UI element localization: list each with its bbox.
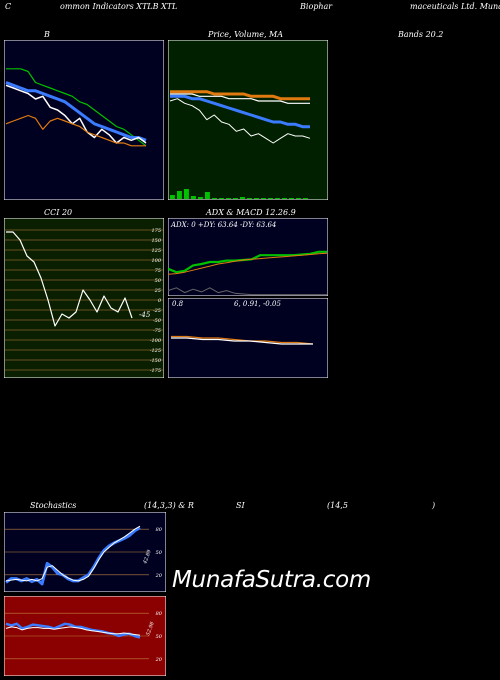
- macd-series-1: [171, 335, 314, 345]
- adx-panel: ADX: 0 +DY: 63.64 -DY: 63.64: [168, 218, 328, 296]
- cci-tick-label: 50: [155, 278, 162, 284]
- macd-readout-b: 6, 0.91, -0.05: [234, 300, 281, 308]
- price-chart: [168, 40, 328, 200]
- bands-title: Bands 20.2: [398, 30, 444, 39]
- cci-value-label: -45: [139, 311, 151, 319]
- price-panel: [168, 40, 328, 200]
- volume-bar: [191, 196, 196, 199]
- header-part-3: Biophar: [300, 2, 333, 11]
- volume-bar: [184, 189, 189, 199]
- volume-bar: [303, 198, 308, 199]
- volume-bar: [275, 198, 280, 199]
- volume-bar: [219, 198, 224, 199]
- cci-chart: 175 150 125 100 75 50 25 0 -25 -50 -75 -100 -125 -150…: [4, 218, 164, 378]
- cci-tick-label: -50: [153, 318, 162, 324]
- bollinger-chart: [4, 40, 164, 200]
- volume-bar: [247, 198, 252, 199]
- stoch-title-b: (14,3,3) & R: [144, 501, 194, 510]
- cci-line: [6, 231, 133, 327]
- rsi-chart: 80 50 20 52.98: [4, 596, 166, 676]
- header-part-2: ommon Indicators XTLB XTL: [60, 2, 178, 11]
- volume-bar: [177, 191, 182, 199]
- stoch-title-c: SI: [236, 501, 245, 510]
- bollinger-series-1: [6, 68, 147, 147]
- adx-chart: ADX: 0 +DY: 63.64 -DY: 63.64: [168, 218, 328, 296]
- rsi-series-1: [5, 622, 141, 639]
- cci-tick-label: 0: [158, 298, 162, 304]
- adx-series-3: [168, 287, 327, 296]
- adx-title: ADX & MACD 12.26.9: [206, 208, 296, 217]
- cci-tick-label: 150: [151, 238, 161, 244]
- stoch-chart: 80 50 20 42.89: [4, 512, 166, 592]
- header-part-1: C: [5, 2, 12, 11]
- price-series-4: [169, 98, 311, 144]
- cci-tick-label: -25: [153, 308, 161, 314]
- cci-tick-label: 125: [151, 248, 161, 254]
- volume-bar: [289, 198, 294, 199]
- stoch-tick-label: 20: [155, 573, 163, 579]
- volume-bar: [205, 192, 210, 199]
- stoch-series-2: [5, 525, 141, 582]
- bollinger-series-4: [5, 114, 146, 147]
- cci-panel: 175 150 125 100 75 50 25 0 -25 -50 -75 -100 -125 -150…: [4, 218, 164, 378]
- cci-tick-label: 75: [155, 268, 161, 274]
- bollinger-panel: [4, 40, 164, 200]
- cci-tick-label: -100: [150, 338, 162, 344]
- rsi-series-2: [5, 626, 141, 636]
- price-series-1: [170, 90, 310, 101]
- volume-bar: [268, 198, 273, 199]
- macd-readout-a: 0.8: [172, 300, 184, 308]
- macd-chart: 0.8 6, 0.91, -0.05: [168, 298, 328, 378]
- cci-tick-label: 100: [151, 258, 161, 264]
- bollinger-series-3: [5, 84, 147, 144]
- volume-bar: [282, 198, 287, 199]
- volume-bar: [198, 197, 203, 199]
- cci-tick-label: -75: [153, 328, 161, 334]
- cci-tick-label: 175: [151, 228, 161, 234]
- rsi-tick-label: 80: [156, 611, 163, 617]
- volume-bar: [226, 198, 231, 199]
- rsi-tick-label: 50: [156, 634, 163, 640]
- cci-tick-label: -150: [150, 358, 162, 364]
- adx-series-2: [168, 252, 328, 275]
- macd-panel: 0.8 6, 0.91, -0.05: [168, 298, 328, 378]
- stoch-tick-label: 80: [156, 527, 163, 533]
- stoch-title-a: Stochastics: [30, 501, 77, 510]
- watermark: MunafaSutra.com: [172, 567, 371, 593]
- adx-readout: ADX: 0 +DY: 63.64 -DY: 63.64: [170, 221, 276, 229]
- stoch-tick-label: 50: [156, 550, 163, 556]
- rsi-tick-label: 20: [155, 657, 163, 663]
- header-part-4: maceuticals Ltd. Munafa: [410, 2, 500, 11]
- price-series-3: [170, 94, 310, 129]
- volume-bar: [296, 198, 301, 199]
- stoch-title-d: (14,5: [327, 501, 348, 510]
- stoch-value-label: 42.89: [142, 548, 153, 565]
- bollinger-series-2: [5, 81, 147, 142]
- volume-bar: [170, 195, 175, 199]
- price-title: Price, Volume, MA: [208, 30, 284, 39]
- cci-title: CCI 20: [44, 208, 73, 217]
- volume-bar: [261, 198, 266, 199]
- stoch-title-e: ): [432, 501, 436, 510]
- cci-tick-label: 25: [154, 288, 161, 294]
- rsi-panel: 80 50 20 52.98: [4, 596, 166, 676]
- bollinger-title: B: [44, 30, 50, 39]
- rsi-value-label: 52.98: [145, 621, 156, 637]
- volume-bar: [212, 198, 217, 199]
- volume-bar: [240, 197, 245, 199]
- price-series-2: [170, 93, 310, 104]
- volume-bar: [233, 198, 238, 199]
- volume-bar: [254, 198, 259, 199]
- cci-tick-label: -175: [150, 368, 161, 374]
- cci-tick-label: -125: [150, 348, 161, 354]
- stoch-panel: 80 50 20 42.89: [4, 512, 166, 592]
- macd-series-2: [171, 337, 313, 345]
